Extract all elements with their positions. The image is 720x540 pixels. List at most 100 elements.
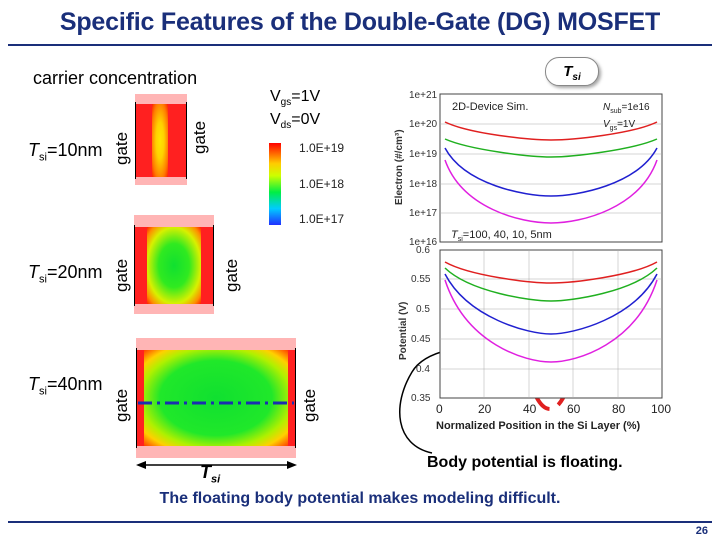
- carrier-concentration-label: carrier concentration: [33, 68, 198, 88]
- panel-20-heatmap: [147, 227, 201, 304]
- vgs-value: =1V: [291, 88, 321, 105]
- colorbar-label-1e17: 1.0E+17: [299, 212, 345, 226]
- electron-ylabel: Electron (#/cm³): [394, 129, 405, 205]
- potential-xtick-60: 60: [567, 402, 581, 416]
- bias-conditions: Vgs=1V Vds=0V: [270, 88, 320, 134]
- tsi-legend-t: T: [451, 229, 458, 241]
- colorbar-label-1e18: 1.0E+18: [299, 177, 345, 191]
- potential-xtick-100: 100: [651, 402, 672, 416]
- vgs-v: V: [270, 88, 281, 105]
- plot-vgs-v: V: [603, 119, 610, 130]
- nsub-value: =1e16: [621, 102, 650, 113]
- bottom-tsi-t: T: [200, 462, 211, 482]
- electron-ytick-1e16: 1e+16: [409, 237, 438, 248]
- panel-10-bottom-fade: [135, 177, 187, 185]
- tsi-sub: si: [39, 385, 47, 398]
- panel-40-heatmap: [144, 350, 288, 446]
- vgs-line: Vgs=1V: [270, 88, 320, 111]
- vds-v: V: [270, 111, 281, 129]
- modeling-difficulty-text: The floating body potential makes modeli…: [159, 490, 561, 507]
- callout-t: T: [563, 63, 573, 80]
- vds-line: Vds=0V: [270, 111, 320, 134]
- electron-sim-params: Nsub=1e16 Vgs=1V: [603, 101, 650, 135]
- vds-value: =0V: [291, 111, 321, 129]
- tsi-arrow-left-head: [136, 461, 146, 469]
- colorbar: [269, 143, 281, 225]
- vgs-plot-line: Vgs=1V: [603, 118, 650, 135]
- potential-ytick-0.5: 0.5: [416, 304, 430, 315]
- electron-curve-10nm: [444, 147, 658, 197]
- page-title: Specific Features of the Double-Gate (DG…: [59, 8, 661, 36]
- electron-curve-100nm: [444, 121, 658, 141]
- tsi-arrow-right-head: [287, 461, 297, 469]
- tsi-sub: si: [39, 273, 47, 286]
- potential-ytick-0.55: 0.55: [411, 274, 431, 285]
- body-floating-text: Body potential is floating.: [427, 454, 623, 471]
- vds-sub: ds: [280, 120, 292, 132]
- title-divider: [8, 44, 712, 46]
- tsi-20nm-label: Tsi=20nm: [28, 262, 103, 286]
- electron-ytick-1e19: 1e+19: [409, 149, 438, 160]
- electron-ytick-1e18: 1e+18: [409, 179, 438, 190]
- potential-ylabel: Potential (V): [398, 301, 409, 360]
- nsub-sub: sub: [610, 108, 622, 115]
- panel-10-left-gate-line: [135, 102, 136, 179]
- potential-curve-100nm: [444, 261, 658, 284]
- tsi-10nm-label: Tsi=10nm: [28, 140, 103, 164]
- bottom-tsi-sub: si: [211, 473, 221, 486]
- electron-curve-5nm: [444, 159, 658, 224]
- plot-vgs-sub: gs: [609, 125, 618, 132]
- potential-plot-frame: [439, 249, 663, 399]
- electron-ytick-1e21: 1e+21: [409, 90, 438, 101]
- panel-20-left-gate-line: [134, 225, 135, 306]
- potential-ytick-0.6: 0.6: [416, 245, 430, 256]
- bottom-tsi-label: Tsi: [200, 462, 220, 486]
- panel-40-left-gate-line: [136, 348, 137, 448]
- electron-ytick-1e17: 1e+17: [409, 208, 438, 219]
- vgs-sub: gs: [280, 97, 292, 109]
- page-number: 26: [695, 525, 708, 537]
- callout-sub: si: [572, 72, 581, 83]
- tsi-legend-value: =100, 40, 10, 5nm: [462, 229, 552, 241]
- panel-10-top-fade: [135, 94, 187, 104]
- colorbar-label-1e19: 1.0E+19: [299, 141, 345, 155]
- potential-curve-40nm: [444, 267, 658, 302]
- tsi-symbol: T: [28, 140, 39, 160]
- tsi-value: =20nm: [46, 262, 103, 282]
- electron-gridlines: [440, 123, 662, 214]
- potential-curve-10nm: [444, 273, 658, 335]
- panel-10-right-gate-line: [186, 102, 187, 179]
- tsi-legend-sub: si: [457, 236, 463, 244]
- panel-10-heatmap: [152, 104, 168, 177]
- electron-sim-title: 2D-Device Sim.: [452, 101, 529, 113]
- panel-40-top-fade: [136, 338, 296, 350]
- electron-curve-40nm: [444, 138, 658, 158]
- tsi-value: =40nm: [46, 374, 103, 394]
- tsi-40nm-label: Tsi=40nm: [28, 374, 103, 398]
- potential-ytick-0.45: 0.45: [411, 334, 431, 345]
- potential-xtick-40: 40: [523, 402, 537, 416]
- panel-40-bottom-fade: [136, 446, 296, 458]
- potential-xlabel: Normalized Position in the Si Layer (%): [436, 420, 641, 432]
- nsub-line: Nsub=1e16: [603, 101, 650, 118]
- plot-vgs-value: =1V: [617, 119, 636, 130]
- tsi-symbol: T: [28, 262, 39, 282]
- panel-20-top-fade: [134, 215, 214, 227]
- tsi-symbol: T: [28, 374, 39, 394]
- tsi-sub: si: [39, 151, 47, 164]
- panel-20-right-gate-line: [213, 225, 214, 306]
- potential-xtick-20: 20: [478, 402, 492, 416]
- panel-40-right-gate-line: [295, 348, 296, 448]
- potential-ytick-0.35: 0.35: [411, 393, 431, 404]
- panel-20-bottom-fade: [134, 304, 214, 314]
- nsub-n: N: [603, 102, 611, 113]
- potential-xtick-80: 80: [612, 402, 626, 416]
- tsi-callout-bubble: Tsi: [545, 57, 599, 86]
- electron-ytick-1e20: 1e+20: [409, 119, 438, 130]
- potential-curve-5nm: [444, 279, 658, 363]
- potential-ytick-0.4: 0.4: [416, 364, 430, 375]
- electron-plot-frame: [439, 93, 663, 243]
- potential-xtick-0: 0: [436, 402, 443, 416]
- tsi-value: =10nm: [46, 140, 103, 160]
